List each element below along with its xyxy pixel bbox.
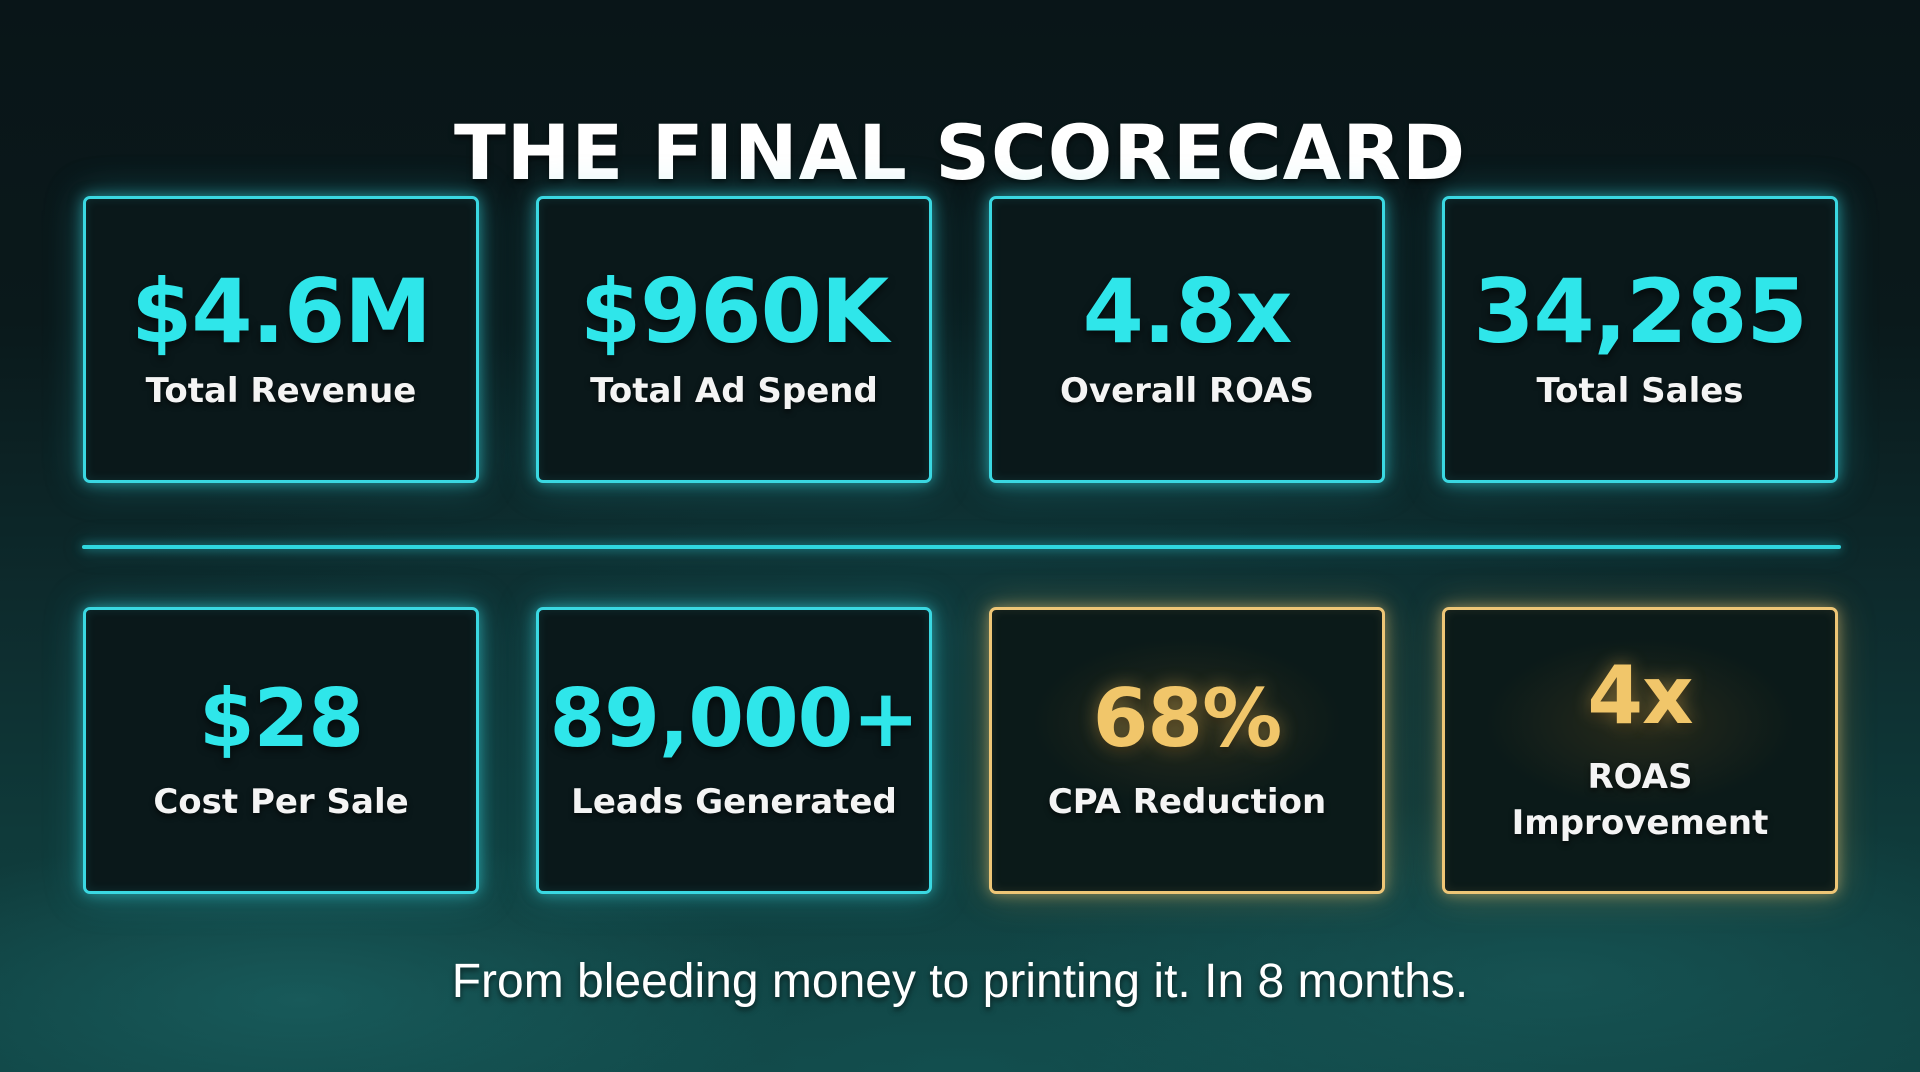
stat-card-leads-generated: 89,000+ Leads Generated (536, 607, 932, 894)
stat-card-total-revenue: $4.6M Total Revenue (83, 196, 479, 483)
stat-card-cost-per-sale: $28 Cost Per Sale (83, 607, 479, 894)
stat-label: CPA Reduction (1047, 781, 1327, 822)
stat-label-line-1: ROAS (1587, 756, 1693, 797)
stat-value: 68% (1092, 671, 1282, 765)
stat-card-overall-roas: 4.8x Overall ROAS (989, 196, 1385, 483)
stat-label: Leads Generated (571, 781, 897, 822)
stat-label: Overall ROAS (1060, 370, 1314, 411)
stat-label: Cost Per Sale (153, 781, 409, 822)
stat-value: $28 (199, 671, 364, 765)
stat-card-cpa-reduction: 68% CPA Reduction (989, 607, 1385, 894)
stat-value: 34,285 (1473, 259, 1808, 363)
stat-value: 4.8x (1082, 259, 1293, 363)
stat-card-total-sales: 34,285 Total Sales (1442, 196, 1838, 483)
tagline: From bleeding money to printing it. In 8… (451, 955, 1469, 1008)
section-divider (82, 545, 1841, 549)
stat-card-total-ad-spend: $960K Total Ad Spend (536, 196, 932, 483)
stat-value: 4x (1587, 648, 1693, 742)
stat-label-line-2: Improvement (1511, 802, 1769, 843)
stat-card-roas-improvement: 4x ROAS Improvement (1442, 607, 1838, 894)
stat-value: $4.6M (131, 259, 432, 363)
stat-label: Total Sales (1536, 370, 1744, 411)
stat-value: 89,000+ (549, 671, 920, 765)
page-title: THE FINAL SCORECARD (453, 107, 1467, 197)
stat-value: $960K (579, 259, 889, 363)
stat-label: Total Ad Spend (590, 370, 878, 411)
stat-label: ROAS Improvement (1512, 754, 1769, 846)
stat-label: Total Revenue (145, 370, 417, 411)
